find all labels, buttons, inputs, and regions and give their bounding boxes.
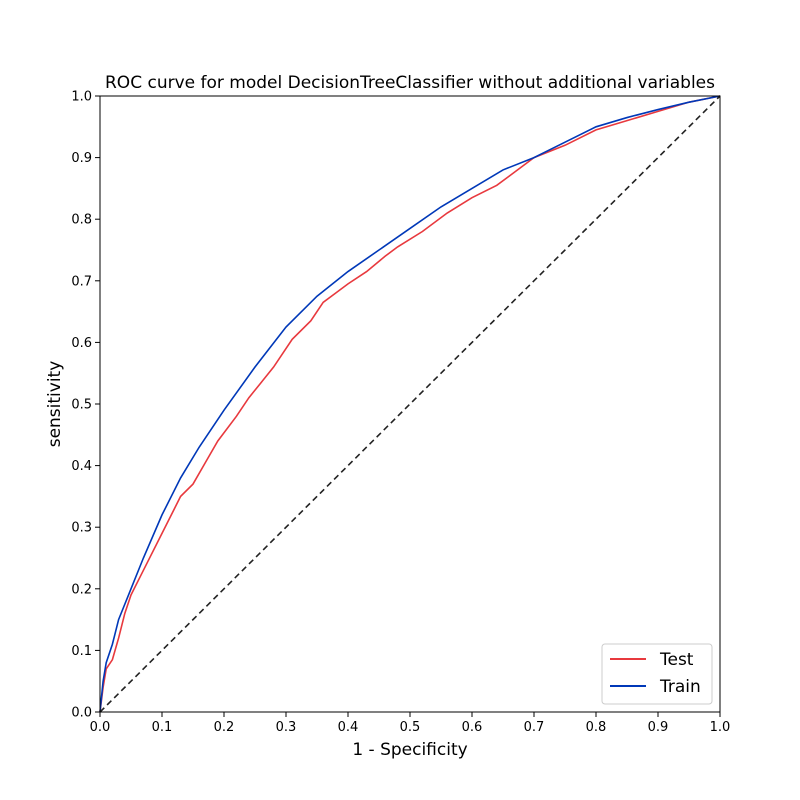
x-tick-label: 0.4	[338, 720, 359, 735]
y-tick-label: 0.4	[71, 459, 92, 474]
y-tick-label: 0.6	[71, 336, 92, 351]
y-tick-label: 0.0	[71, 706, 92, 721]
y-tick-label: 0.2	[71, 582, 92, 597]
x-tick-label: 0.6	[462, 720, 483, 735]
y-axis-ticks: 0.0 0.1 0.2 0.3 0.4 0.5 0.6 0.7 0.8 0.9 1.0	[71, 90, 100, 721]
x-tick-label: 0.7	[524, 720, 545, 735]
chart-title: ROC curve for model DecisionTreeClassifi…	[105, 73, 715, 93]
series-line-train	[99, 95, 721, 713]
y-axis-title: sensitivity	[45, 361, 65, 448]
x-tick-label: 1.0	[710, 720, 731, 735]
y-tick-label: 0.8	[71, 213, 92, 228]
y-tick-label: 0.9	[71, 151, 92, 166]
y-tick-label: 0.1	[71, 644, 92, 659]
x-axis-ticks: 0.0 0.1 0.2 0.3 0.4 0.5 0.6 0.7 0.8 0.9 1.0	[90, 712, 731, 735]
y-tick-label: 0.7	[71, 274, 92, 289]
x-tick-label: 0.1	[152, 720, 173, 735]
y-tick-label: 0.3	[71, 521, 92, 536]
plot-lines	[99, 95, 721, 713]
reference-diagonal-line	[99, 95, 721, 713]
y-tick-label: 1.0	[71, 90, 92, 105]
x-tick-label: 0.8	[586, 720, 607, 735]
x-tick-label: 0.0	[90, 720, 111, 735]
legend: Test Train	[601, 643, 713, 705]
series-line-test	[99, 95, 721, 713]
y-tick-label: 0.5	[71, 398, 92, 413]
x-tick-label: 0.9	[648, 720, 669, 735]
x-tick-label: 0.3	[276, 720, 297, 735]
x-tick-label: 0.5	[400, 720, 421, 735]
x-axis-title: 1 - Specificity	[352, 740, 467, 760]
legend-label-test: Test	[659, 650, 694, 670]
x-tick-label: 0.2	[214, 720, 235, 735]
legend-label-train: Train	[659, 677, 701, 697]
